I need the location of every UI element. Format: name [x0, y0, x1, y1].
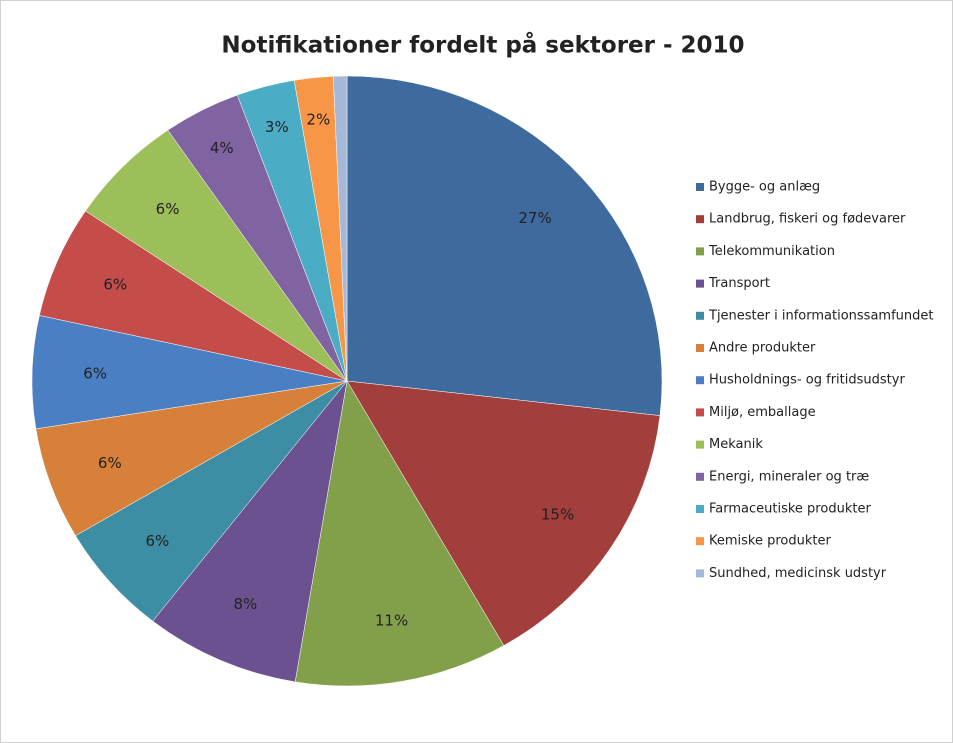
data-label: 27%: [518, 209, 551, 227]
pie-slice: [294, 380, 505, 687]
legend-label: Farmaceutiske produkter: [709, 502, 871, 517]
data-label: 6%: [83, 364, 107, 382]
legend-swatch: [696, 279, 704, 288]
data-label: 2%: [306, 111, 330, 129]
legend-label: Andre produkter: [709, 341, 816, 356]
data-label: 8%: [234, 595, 258, 613]
legend-swatch: [696, 505, 704, 513]
legend-label: Miljø, emballage: [709, 405, 816, 420]
legend-swatch: [696, 472, 704, 481]
legend-swatch: [696, 183, 704, 191]
legend-swatch: [696, 215, 704, 224]
data-label: 6%: [156, 200, 180, 218]
pie-slice: [346, 75, 663, 416]
pie-slice: [346, 380, 661, 646]
legend-swatch: [696, 440, 704, 449]
legend-label: Telekommunikation: [708, 244, 835, 259]
data-label: 3%: [265, 118, 289, 136]
legend-label: Husholdnings- og fritidsudstyr: [709, 373, 905, 388]
legend-swatch: [696, 408, 704, 417]
legend-label: Tjenester i informationssamfundet: [708, 308, 934, 323]
legend-swatch: [696, 376, 704, 385]
legend-swatch: [696, 344, 704, 352]
legend-label: Kemiske produkter: [709, 534, 831, 549]
legend-label: Energi, mineraler og træ: [709, 469, 869, 484]
legend-label: Mekanik: [709, 437, 763, 452]
data-label: 6%: [145, 532, 169, 550]
legend-label: Sundhed, medicinsk udstyr: [709, 566, 887, 581]
chart-title: Notifikationer fordelt på sektorer - 201…: [221, 32, 744, 59]
data-label: 6%: [98, 454, 122, 472]
legend-swatch: [696, 311, 704, 320]
data-label: 6%: [103, 276, 127, 294]
pie-slice: [152, 380, 348, 683]
legend-label: Bygge- og anlæg: [709, 180, 820, 195]
legend-label: Landbrug, fiskeri og fødevarer: [709, 212, 906, 227]
data-label: 4%: [210, 139, 234, 157]
pie-slice: [332, 75, 348, 382]
legend-swatch: [696, 247, 704, 256]
data-label: 15%: [541, 506, 574, 524]
legend-swatch: [696, 537, 704, 546]
legend-swatch: [696, 569, 704, 578]
legend-label: Transport: [708, 276, 770, 291]
data-label: 11%: [375, 612, 408, 630]
